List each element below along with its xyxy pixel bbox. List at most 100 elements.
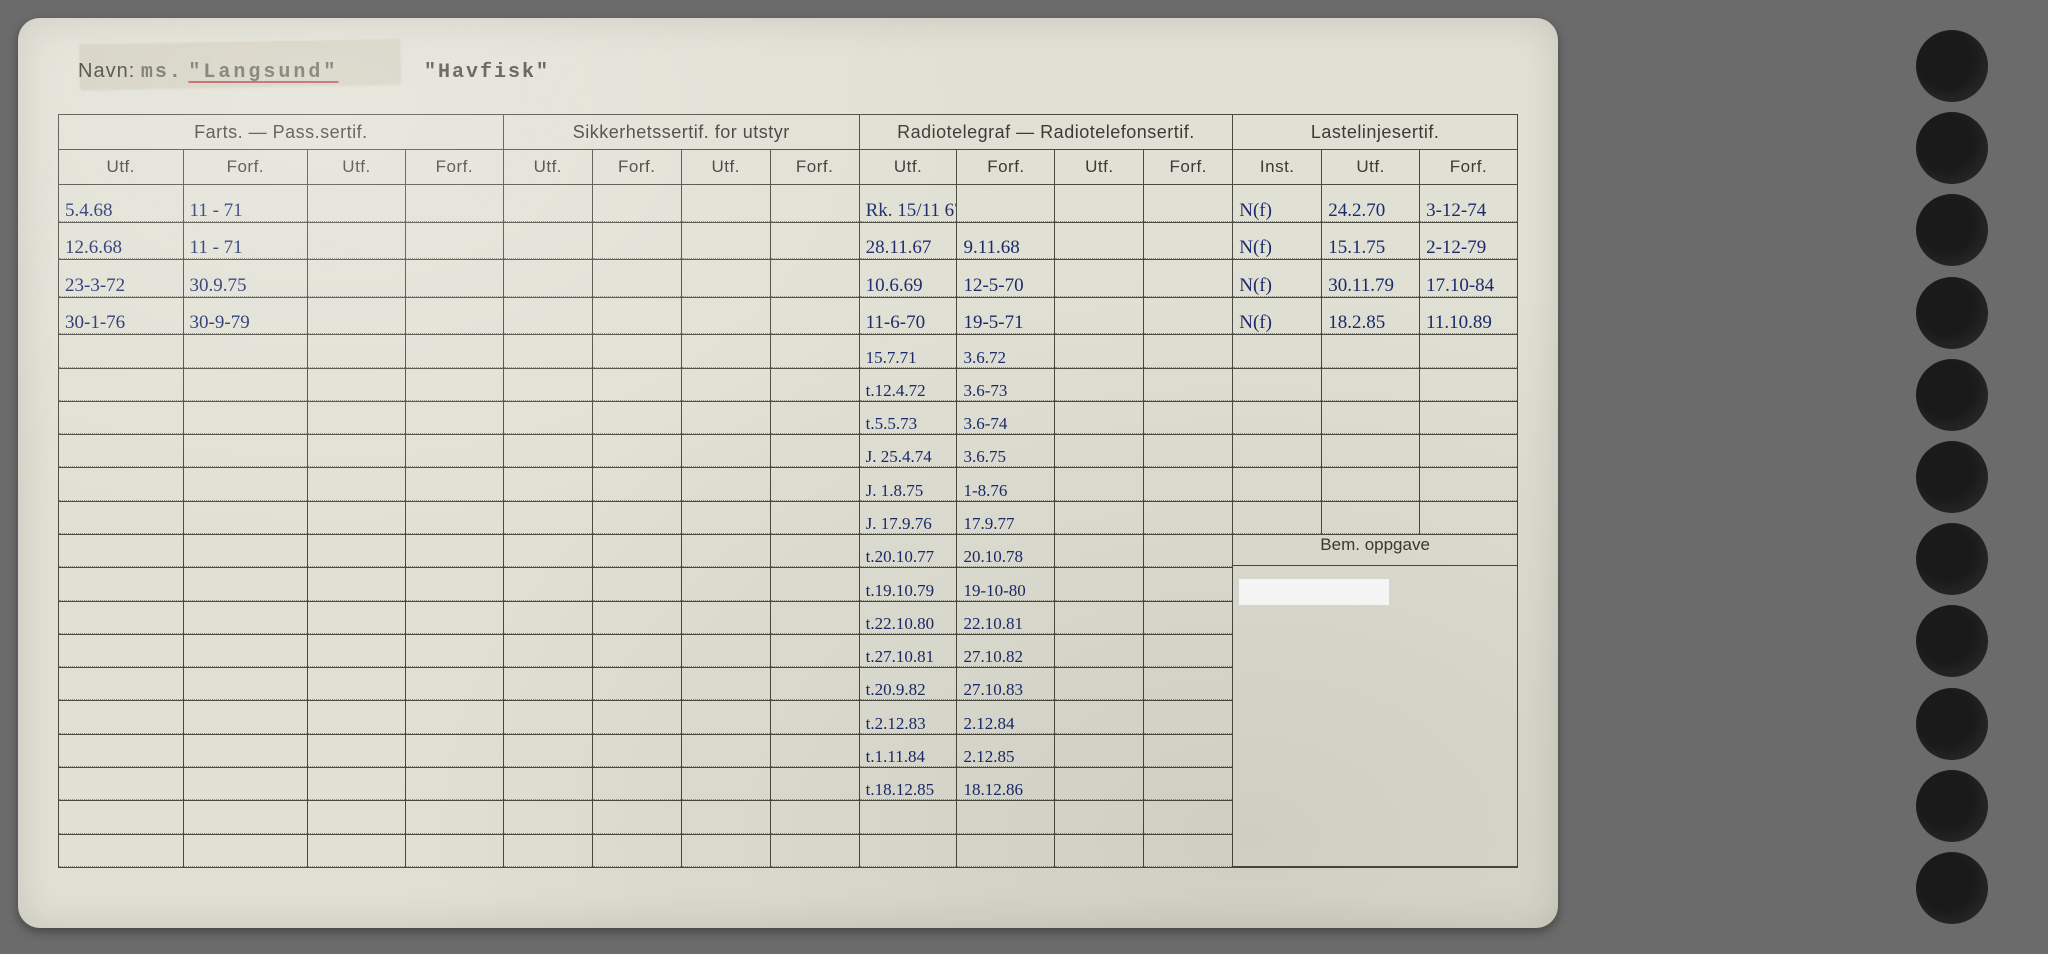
cell (59, 834, 184, 867)
cell (1420, 335, 1518, 368)
cell (1322, 368, 1420, 401)
cell (59, 501, 184, 534)
cell (681, 767, 770, 800)
col-utf: Utf. (1055, 150, 1144, 185)
cell (770, 260, 859, 298)
cell (681, 801, 770, 834)
cell (681, 260, 770, 298)
cell (770, 734, 859, 767)
cell (859, 801, 957, 834)
cell (1055, 335, 1144, 368)
cell (1055, 767, 1144, 800)
cell (183, 501, 308, 534)
cell: 17.9.77 (957, 501, 1055, 534)
cell: t.5.5.73 (859, 401, 957, 434)
cell (183, 701, 308, 734)
cell (1420, 368, 1518, 401)
cell: 11.10.89 (1420, 297, 1518, 335)
table-row: t.12.4.723.6-73 (59, 368, 1518, 401)
cell (681, 701, 770, 734)
cell (405, 668, 503, 701)
cell: 5.4.68 (59, 185, 184, 223)
cell (770, 501, 859, 534)
cell (859, 834, 957, 867)
col-forf: Forf. (183, 150, 308, 185)
binder-hole (1916, 359, 1988, 431)
cell (405, 335, 503, 368)
table-row: 15.7.713.6.72 (59, 335, 1518, 368)
cell (59, 601, 184, 634)
cell (59, 568, 184, 601)
table-row: 5.4.6811 - 71Rk. 15/11 67N(f)24.2.703-12… (59, 185, 1518, 223)
cell: 24.2.70 (1322, 185, 1420, 223)
cell: 30-9-79 (183, 297, 308, 335)
cell (503, 701, 592, 734)
cell (1144, 185, 1233, 223)
cell: 22.10.81 (957, 601, 1055, 634)
cell (503, 335, 592, 368)
cell (1144, 297, 1233, 335)
cell (405, 634, 503, 667)
cell (503, 501, 592, 534)
cell (405, 222, 503, 260)
cell (592, 634, 681, 667)
cell: 18.12.86 (957, 767, 1055, 800)
cell: 30.9.75 (183, 260, 308, 298)
cell: 17.10-84 (1420, 260, 1518, 298)
cell (1144, 468, 1233, 501)
cell (503, 734, 592, 767)
cell: 30.11.79 (1322, 260, 1420, 298)
bem-oppgave-box: Bem. oppgave (1233, 535, 1518, 868)
cell: t.27.10.81 (859, 634, 957, 667)
cell (308, 468, 406, 501)
cell (1055, 535, 1144, 568)
cell (183, 568, 308, 601)
cell (308, 185, 406, 223)
cell: 3.6.72 (957, 335, 1055, 368)
cell (770, 634, 859, 667)
cell: 28.11.67 (859, 222, 957, 260)
cell (681, 834, 770, 867)
group-sikkerhet: Sikkerhetssertif. for utstyr (503, 115, 859, 150)
cell (503, 634, 592, 667)
cell (681, 634, 770, 667)
col-utf: Utf. (1322, 150, 1420, 185)
cell (1144, 501, 1233, 534)
cell (503, 535, 592, 568)
cell (681, 335, 770, 368)
table-row: 23-3-7230.9.7510.6.6912-5-70N(f)30.11.79… (59, 260, 1518, 298)
cell: 19-5-71 (957, 297, 1055, 335)
cell (592, 535, 681, 568)
cell (770, 222, 859, 260)
cell (405, 435, 503, 468)
cell (1233, 335, 1322, 368)
cell (405, 734, 503, 767)
cell (592, 701, 681, 734)
cell (1055, 568, 1144, 601)
cell (308, 501, 406, 534)
cell (592, 601, 681, 634)
cell (405, 297, 503, 335)
cell (1144, 701, 1233, 734)
cell (503, 668, 592, 701)
vessel-name-1: "Langsund" (188, 61, 338, 84)
cell (183, 734, 308, 767)
cell (308, 834, 406, 867)
cell (957, 834, 1055, 867)
cell (1144, 260, 1233, 298)
cell (308, 435, 406, 468)
cell (592, 401, 681, 434)
cell (405, 401, 503, 434)
binder-hole (1916, 852, 1988, 924)
cell (405, 260, 503, 298)
cell (770, 401, 859, 434)
cell (592, 834, 681, 867)
cell (592, 568, 681, 601)
binder-hole (1916, 194, 1988, 266)
cell (1055, 801, 1144, 834)
cell (308, 701, 406, 734)
cell (681, 568, 770, 601)
cell (1233, 468, 1322, 501)
cell (308, 568, 406, 601)
table-row: 30-1-7630-9-7911-6-7019-5-71N(f)18.2.851… (59, 297, 1518, 335)
